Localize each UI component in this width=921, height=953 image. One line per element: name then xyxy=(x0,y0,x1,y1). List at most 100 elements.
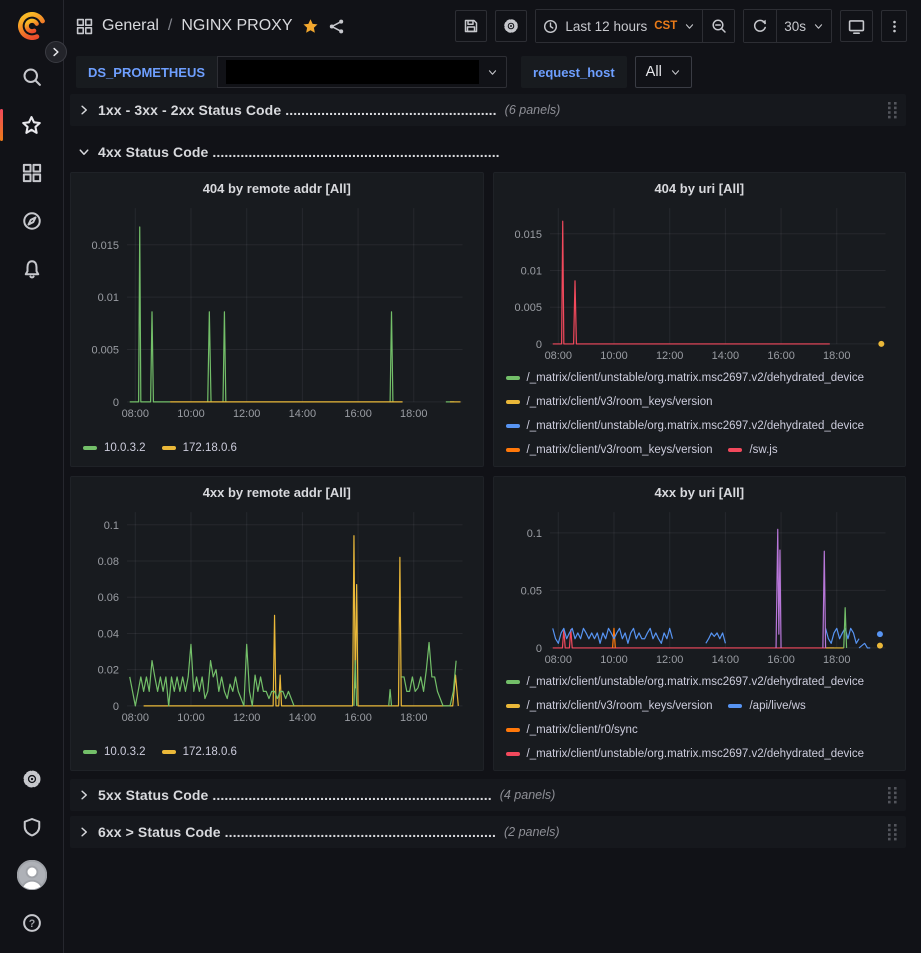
series-color-swatch xyxy=(505,704,520,708)
help-icon: ? xyxy=(22,913,42,933)
legend-item[interactable]: /api/live/ws xyxy=(728,696,806,716)
legend-item[interactable]: /_matrix/client/unstable/org.matrix.msc2… xyxy=(505,672,865,692)
time-series-chart-404-by-remote-addr[interactable]: 08:00 10:00 12:00 14:00 16:00 18:00 0 0.005 0.01… xyxy=(81,200,473,422)
series-color-swatch xyxy=(505,680,520,684)
time-range-button[interactable]: Last 12 hours CST xyxy=(536,10,703,42)
svg-text:14:00: 14:00 xyxy=(711,654,738,666)
panel-title[interactable]: 4xx by remote addr [All] xyxy=(202,485,351,500)
dashboard-title: NGINX PROXY xyxy=(181,17,293,34)
search-icon xyxy=(22,67,42,87)
legend-label: /_matrix/client/unstable/org.matrix.msc2… xyxy=(526,372,865,384)
legend-label: /_matrix/client/unstable/org.matrix.msc2… xyxy=(526,748,865,760)
refresh-button[interactable] xyxy=(744,10,777,42)
legend-item[interactable]: /_matrix/client/v3/room_keys/version xyxy=(505,696,712,716)
svg-text:16:00: 16:00 xyxy=(344,712,371,724)
legend-label: 172.18.0.6 xyxy=(182,442,237,454)
share-icon[interactable] xyxy=(328,18,345,35)
save-icon xyxy=(463,18,479,34)
top-navigation-bar: General / NGINX PROXY xyxy=(64,0,921,52)
legend-item[interactable]: /_matrix/client/r0/sync xyxy=(505,720,638,740)
grafana-logo[interactable] xyxy=(17,12,46,45)
legend-item[interactable]: /sw.js xyxy=(728,440,778,458)
more-options-button[interactable] xyxy=(881,10,907,42)
variable-dropdown-request-host[interactable]: All xyxy=(634,56,692,88)
monitor-icon xyxy=(848,18,865,35)
panel-4xx-by-uri: 4xx by uri [All] 08:00 10:00 12:00 14:00 16:… xyxy=(492,476,906,771)
svg-text:12:00: 12:00 xyxy=(233,408,260,420)
time-series-chart-4xx-by-uri[interactable]: 08:00 10:00 12:00 14:00 16:00 18:00 0 0.05 0.1 xyxy=(504,504,896,668)
favorite-star-icon[interactable] xyxy=(302,18,319,35)
legend-item[interactable]: /_matrix/client/unstable/org.matrix.msc2… xyxy=(505,416,864,436)
chevron-right-icon xyxy=(78,789,90,801)
variable-dropdown-ds-prometheus[interactable] xyxy=(217,56,508,88)
legend-item[interactable]: /_matrix/client/v3/room_keys/version xyxy=(505,392,712,412)
save-dashboard-button[interactable] xyxy=(455,10,488,42)
row-title: 4xx Status Code ........................… xyxy=(98,144,500,160)
refresh-icon xyxy=(752,18,768,34)
sidebar-item-admin[interactable] xyxy=(0,803,64,851)
svg-text:16:00: 16:00 xyxy=(767,654,794,666)
panel-title[interactable]: 404 by remote addr [All] xyxy=(202,181,351,196)
row-header-5xx[interactable]: 5xx Status Code ........................… xyxy=(70,779,906,811)
dashboard-settings-button[interactable] xyxy=(495,10,528,42)
row-header-6xx[interactable]: 6xx > Status Code ......................… xyxy=(70,816,906,848)
series-color-swatch xyxy=(161,446,176,450)
sidebar-item-starred[interactable] xyxy=(0,101,64,149)
refresh-interval-label: 30s xyxy=(784,18,806,34)
time-picker-group: Last 12 hours CST xyxy=(535,9,736,43)
drag-handle-icon[interactable] xyxy=(887,101,898,119)
panel-title[interactable]: 404 by uri [All] xyxy=(654,181,745,196)
series-color-swatch xyxy=(505,448,520,452)
legend-item[interactable]: 172.18.0.6 xyxy=(161,742,237,762)
sidebar-expand-button[interactable] xyxy=(45,41,67,63)
svg-text:08:00: 08:00 xyxy=(544,654,571,666)
legend-item[interactable]: 10.0.3.2 xyxy=(83,438,146,458)
chevron-down-icon xyxy=(487,67,498,78)
tv-mode-button[interactable] xyxy=(840,10,873,42)
legend-item[interactable]: 10.0.3.2 xyxy=(83,742,146,762)
svg-text:0.015: 0.015 xyxy=(91,240,118,252)
legend-item[interactable]: /_matrix/client/v3/room_keys/version xyxy=(505,440,712,458)
row-panel-count: (2 panels) xyxy=(503,825,560,839)
series-color-swatch xyxy=(505,424,520,428)
legend-item[interactable]: /_matrix/client/unstable/org.matrix.msc2… xyxy=(505,744,865,762)
svg-text:0.1: 0.1 xyxy=(104,520,119,532)
svg-text:10:00: 10:00 xyxy=(177,712,204,724)
kebab-menu-icon xyxy=(887,19,902,34)
legend-item[interactable]: 172.18.0.6 xyxy=(161,438,237,458)
row-header-4xx[interactable]: 4xx Status Code ........................… xyxy=(70,138,906,166)
chevron-right-icon xyxy=(78,826,90,838)
chevron-down-icon xyxy=(78,146,90,158)
sidebar-item-dashboards[interactable] xyxy=(0,149,64,197)
zoom-out-button[interactable] xyxy=(702,10,735,42)
drag-handle-icon[interactable] xyxy=(887,786,898,804)
legend-item[interactable]: /_matrix/client/unstable/org.matrix.msc2… xyxy=(505,368,865,388)
panel-title[interactable]: 4xx by uri [All] xyxy=(654,485,745,500)
svg-text:0: 0 xyxy=(113,701,119,713)
sidebar-item-explore[interactable] xyxy=(0,197,64,245)
svg-text:14:00: 14:00 xyxy=(289,712,316,724)
chevron-right-icon xyxy=(78,104,90,116)
time-series-chart-404-by-uri[interactable]: 08:00 10:00 12:00 14:00 16:00 18:00 0 0.005 0.01… xyxy=(504,200,896,364)
svg-text:18:00: 18:00 xyxy=(400,712,427,724)
breadcrumb-folder[interactable]: General xyxy=(102,17,159,34)
svg-text:12:00: 12:00 xyxy=(655,654,682,666)
gear-icon xyxy=(22,769,42,789)
sidebar-bottom-group: ? xyxy=(0,755,64,953)
svg-text:18:00: 18:00 xyxy=(823,350,850,362)
user-avatar[interactable] xyxy=(0,851,64,899)
refresh-interval-dropdown[interactable]: 30s xyxy=(776,10,831,42)
chevron-down-icon xyxy=(670,67,681,78)
legend-label: /_matrix/client/unstable/org.matrix.msc2… xyxy=(526,676,865,688)
time-series-chart-4xx-by-remote-addr[interactable]: 08:00 10:00 12:00 14:00 16:00 18:00 0 0.02 0.04 0… xyxy=(81,504,473,726)
svg-text:0.04: 0.04 xyxy=(98,628,119,640)
sidebar-item-alerting[interactable] xyxy=(0,245,64,293)
drag-handle-icon[interactable] xyxy=(887,823,898,841)
sidebar-item-search[interactable] xyxy=(0,53,64,101)
timezone-label: CST xyxy=(654,20,678,32)
svg-text:0: 0 xyxy=(113,397,119,409)
row-header-1xx-2xx-3xx[interactable]: 1xx - 3xx - 2xx Status Code ............… xyxy=(70,94,906,126)
sidebar-item-settings[interactable] xyxy=(0,755,64,803)
sidebar-item-help[interactable]: ? xyxy=(0,899,64,947)
time-range-label: Last 12 hours xyxy=(565,18,648,34)
